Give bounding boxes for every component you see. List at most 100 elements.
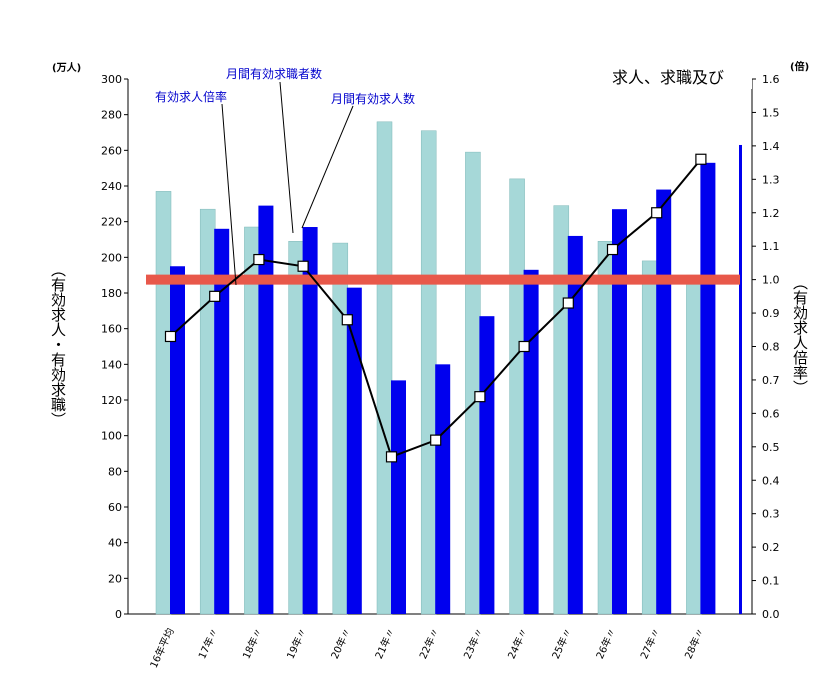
bar-job-openings xyxy=(214,228,230,615)
right-tick-label: 0.8 xyxy=(762,341,780,354)
bar-job-openings xyxy=(479,316,495,614)
left-tick-label: 20 xyxy=(108,572,122,585)
bar-job-seekers xyxy=(641,260,658,615)
chart-title: 求人、求職及び xyxy=(612,68,724,87)
annotation-ratio: 有効求人倍率 xyxy=(155,89,227,104)
left-tick-label: 200 xyxy=(101,251,122,264)
bar-job-seekers xyxy=(509,178,525,615)
right-axis-label: （有効求人倍率） xyxy=(791,275,809,395)
leader-line-ratio xyxy=(221,103,237,286)
ratio-marker xyxy=(695,153,707,165)
bar-job-openings xyxy=(612,209,627,614)
ratio-marker xyxy=(253,253,265,266)
bar-job-seekers xyxy=(332,242,349,615)
left-tick-label: 120 xyxy=(101,394,122,407)
ratio-marker xyxy=(209,290,221,302)
right-tick-label: 0.7 xyxy=(762,374,780,387)
ratio-marker xyxy=(297,260,309,272)
right-tick-label: 0.5 xyxy=(762,441,780,454)
leader-line-job-openings xyxy=(301,105,354,229)
left-tick-label: 80 xyxy=(108,465,122,478)
reference-line-group xyxy=(146,274,740,285)
right-tick-label: 1.2 xyxy=(762,207,780,220)
bar-job-openings xyxy=(170,266,185,614)
annotation-job-seekers: 月間有効求職者数 xyxy=(226,66,322,81)
ratio-marker xyxy=(562,297,574,309)
bar-job-seekers xyxy=(553,205,570,615)
right-tick-label: 1.4 xyxy=(762,140,780,153)
bar-job-openings xyxy=(391,380,406,614)
ratio-marker xyxy=(651,207,663,219)
left-tick-label: 280 xyxy=(101,109,122,122)
right-tick-label: 1.0 xyxy=(762,274,780,287)
bar-job-seekers xyxy=(376,121,393,615)
bar-job-openings xyxy=(435,364,451,614)
right-tick-label: 0.9 xyxy=(762,307,780,320)
x-category-label: 24年〃 xyxy=(505,626,531,661)
right-tick-label: 1.1 xyxy=(762,240,780,253)
bar-job-seekers xyxy=(244,226,260,615)
left-tick-label: 240 xyxy=(101,180,122,193)
x-category-label: 20年〃 xyxy=(328,626,354,661)
x-category-label: 25年〃 xyxy=(549,626,575,661)
axes: 0 20 40 60 80 100 120 140 160 180 200 220 240 260 280 3… xyxy=(101,73,780,621)
x-category-label: 23年〃 xyxy=(461,626,487,661)
right-tick-label: 0.6 xyxy=(762,407,780,420)
left-unit-label: (万人) xyxy=(52,61,81,74)
left-tick-label: 100 xyxy=(101,430,122,443)
left-tick-label: 220 xyxy=(101,216,122,229)
right-tick-label: 0.0 xyxy=(762,608,780,621)
x-category-label: 22年〃 xyxy=(416,626,442,661)
ratio-marker xyxy=(164,330,177,343)
ratio-marker xyxy=(385,451,398,463)
left-tick-label: 40 xyxy=(108,537,122,550)
reference-line xyxy=(146,274,740,285)
left-tick-label: 300 xyxy=(101,73,122,86)
ratio-line-group xyxy=(164,153,707,463)
bar-job-openings xyxy=(656,189,672,615)
left-tick-label: 60 xyxy=(108,501,122,514)
ratio-marker xyxy=(341,314,353,326)
annotation-job-openings: 月間有効求人数 xyxy=(331,91,415,106)
bar-job-openings xyxy=(523,269,539,614)
title-clip-mask xyxy=(740,65,752,89)
right-tick-label: 0.2 xyxy=(762,541,780,554)
left-tick-label: 180 xyxy=(101,287,122,300)
right-tick-label: 0.3 xyxy=(762,508,780,521)
right-tick-label: 1.5 xyxy=(762,106,780,119)
x-category-label: 19年〃 xyxy=(284,626,310,661)
right-tick-label: 0.1 xyxy=(762,575,780,588)
clipped-bar xyxy=(739,144,742,614)
bar-job-openings xyxy=(567,235,583,614)
x-category-label: 18年〃 xyxy=(240,626,266,661)
left-tick-label: 160 xyxy=(101,323,122,336)
left-tick-label: 260 xyxy=(101,144,122,157)
x-category-label: 21年〃 xyxy=(372,626,398,661)
bar-job-seekers xyxy=(686,274,702,615)
ratio-marker xyxy=(474,391,486,403)
bar-job-seekers xyxy=(465,151,481,615)
bar-job-openings xyxy=(258,205,274,614)
left-tick-label: 0 xyxy=(115,608,122,621)
ratio-marker xyxy=(606,243,619,256)
x-category-label: 17年〃 xyxy=(195,626,221,661)
bar-job-openings xyxy=(700,162,716,615)
bar-job-seekers xyxy=(199,208,216,615)
bars xyxy=(155,121,742,615)
x-category-label: 16年平均 xyxy=(147,626,177,670)
bar-job-openings xyxy=(346,287,362,614)
x-category-label: 28年〃 xyxy=(682,626,708,661)
leader-line-job-seekers xyxy=(279,81,294,234)
right-unit-label: (倍) xyxy=(790,60,809,73)
bar-job-seekers xyxy=(288,241,304,615)
bar-job-openings xyxy=(302,227,318,614)
left-axis-label: （有効求人・有効求職） xyxy=(49,262,67,427)
ratio-marker xyxy=(430,434,442,446)
bar-job-seekers xyxy=(597,241,614,615)
right-tick-label: 1.3 xyxy=(762,173,780,186)
x-category-label: 26年〃 xyxy=(593,626,619,661)
right-tick-label: 1.6 xyxy=(762,73,780,86)
bar-job-seekers xyxy=(155,191,172,615)
ratio-marker xyxy=(518,340,530,353)
